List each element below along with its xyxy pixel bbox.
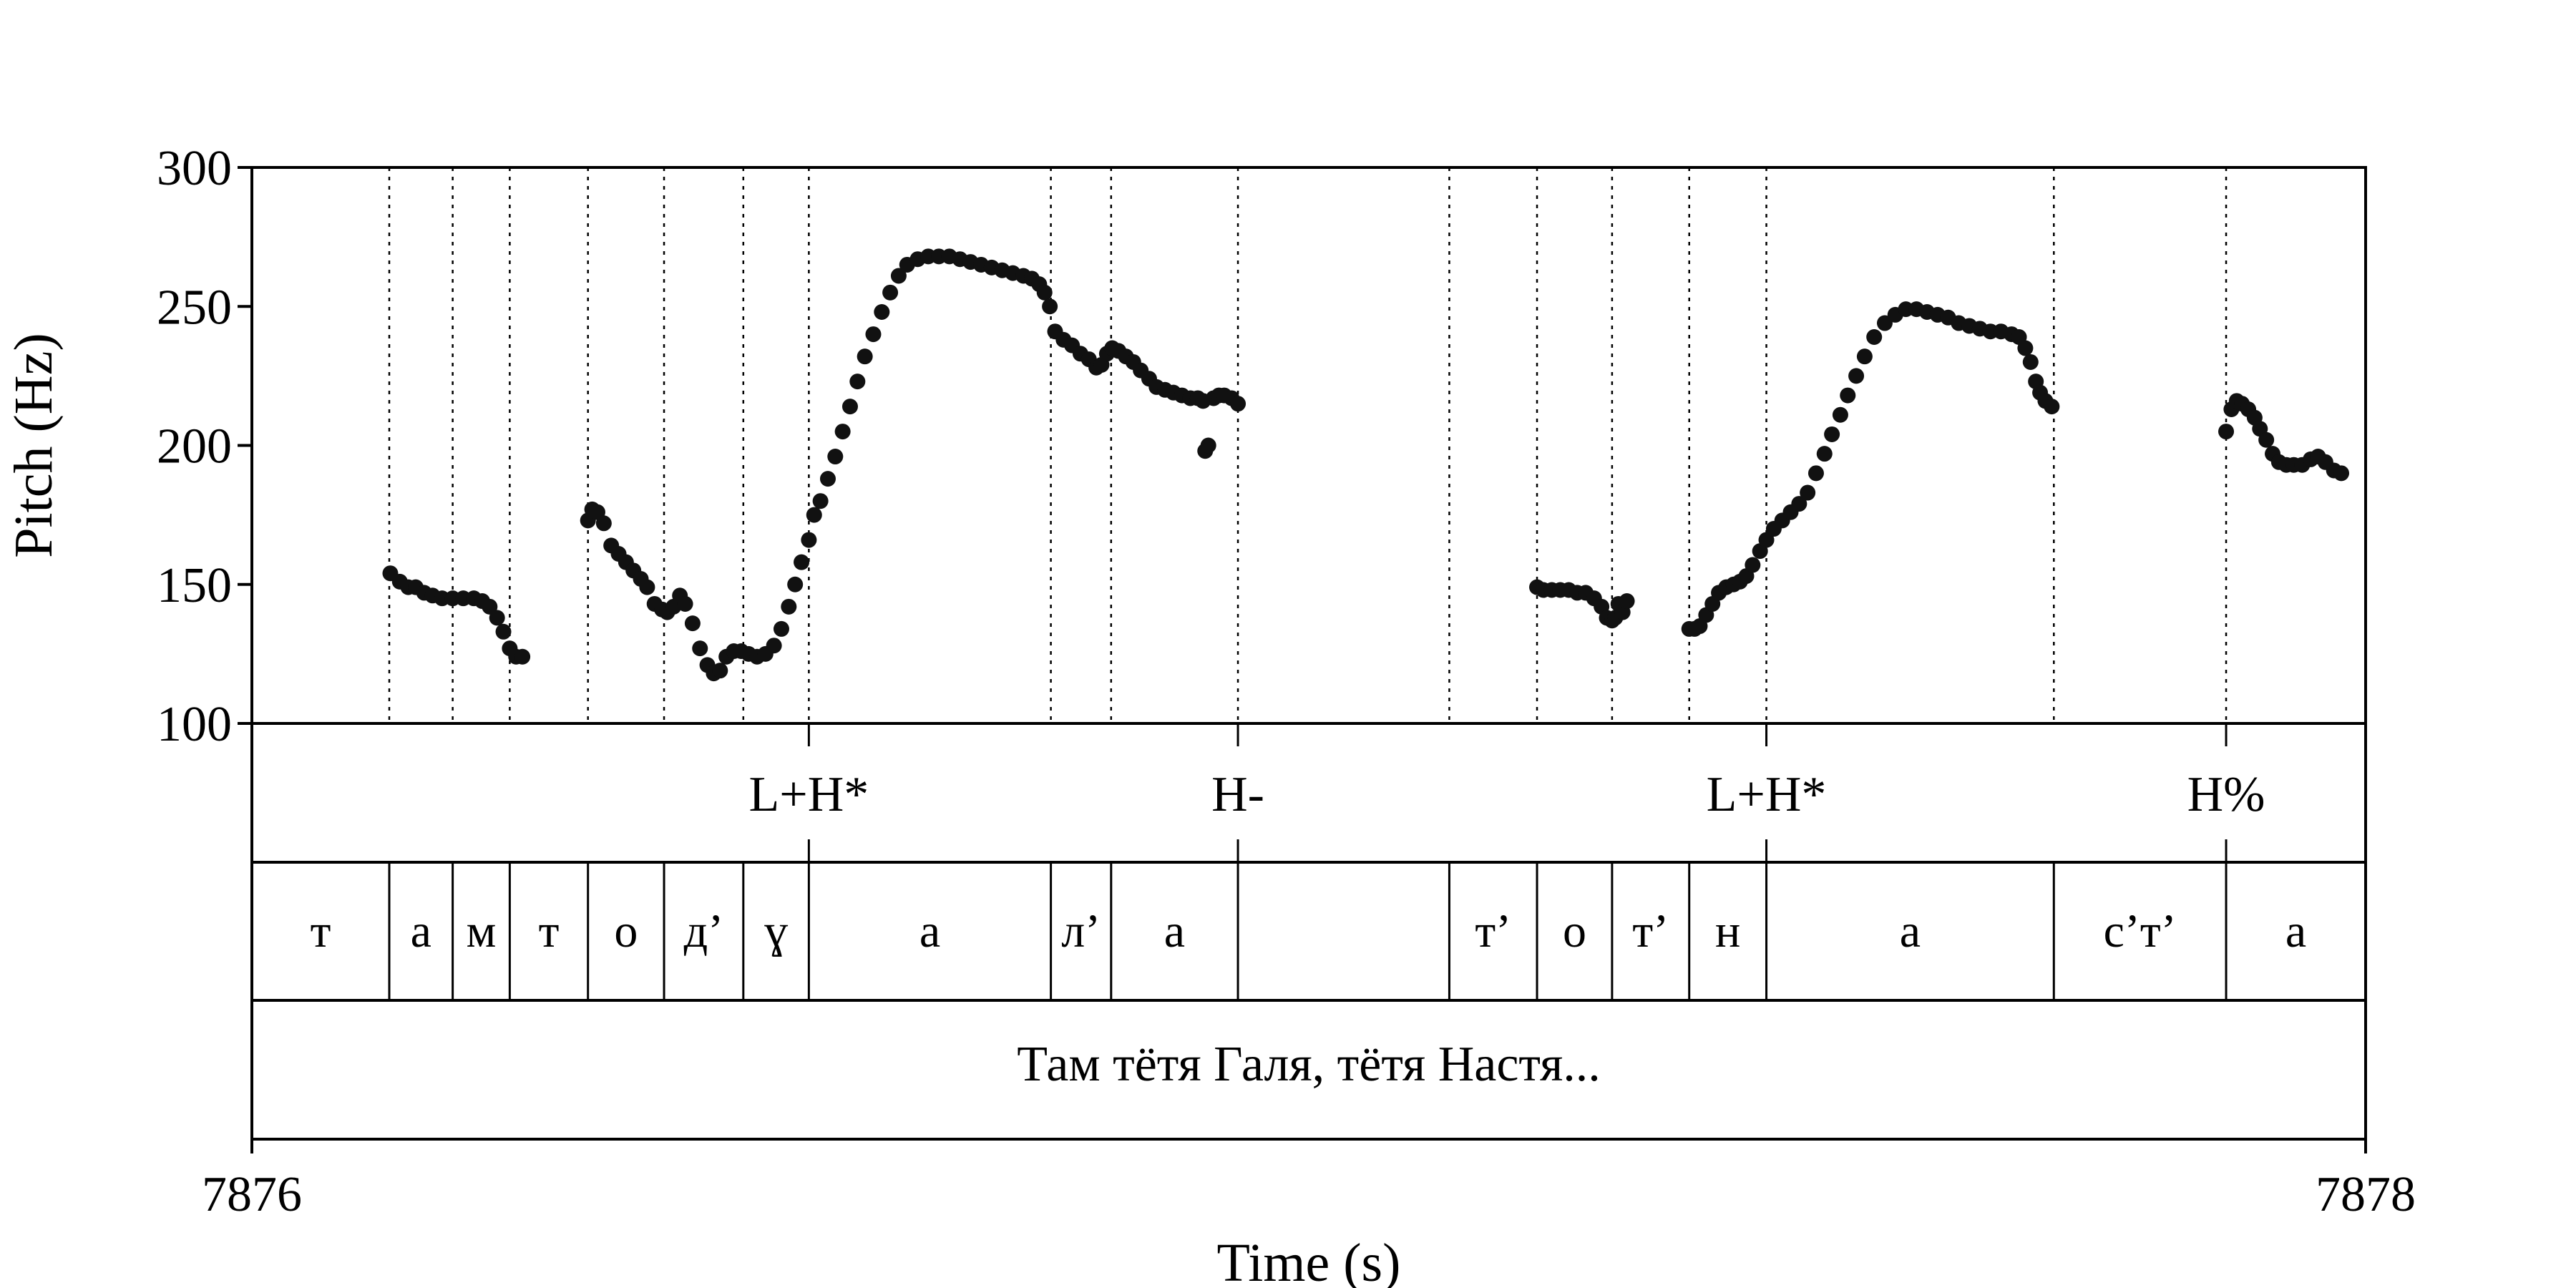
pitch-point — [2258, 431, 2275, 448]
pitch-point — [684, 615, 701, 632]
pitch-point — [1832, 406, 1848, 423]
pitch-point — [882, 284, 899, 301]
tone-label: H- — [1211, 767, 1264, 822]
pitch-point — [1876, 315, 1893, 331]
pitch-point — [1856, 348, 1873, 365]
pitch-point — [1840, 387, 1856, 404]
segment-label: т — [539, 905, 560, 957]
pitch-point — [794, 554, 810, 570]
segment-label: а — [411, 905, 431, 957]
sentence-label: Там тётя Галя, тётя Настя... — [1017, 1037, 1601, 1092]
pitch-point — [489, 610, 505, 626]
pitch-point — [890, 268, 907, 284]
pitch-point — [766, 638, 782, 654]
pitch-point — [677, 595, 693, 612]
pitch-point — [1619, 593, 1635, 610]
pitch-point — [827, 449, 844, 465]
pitch-point — [712, 663, 728, 679]
pitch-point — [514, 648, 531, 665]
pitch-point — [1042, 298, 1058, 315]
tone-tier: L+H* H- L+H* H% — [748, 723, 2265, 862]
pitch-point — [865, 326, 882, 343]
pitch-point — [1866, 328, 1883, 345]
pitch-point — [1745, 557, 1761, 573]
pitch-point — [482, 598, 498, 615]
pitch-point — [819, 471, 836, 487]
pitch-point — [787, 576, 804, 592]
tone-label: L+H* — [748, 767, 869, 822]
pitch-point — [1824, 426, 1840, 442]
pitch-point — [1230, 396, 1246, 412]
pitch-point — [1758, 532, 1775, 548]
segment-label: а — [1900, 905, 1921, 957]
segment-label: а — [919, 905, 940, 957]
pitch-point — [812, 493, 829, 509]
x-axis-title: Time (s) — [1217, 1233, 1401, 1288]
pitch-point — [1036, 284, 1053, 301]
segment-label: ɣ — [764, 905, 788, 957]
pitch-point — [806, 507, 822, 523]
y-axis-title: Pitch (Hz) — [4, 333, 64, 557]
segment-tier: т а м т о д’ ɣ а л’ а т’ о т’ н а с’т’ а — [311, 862, 2306, 1000]
segment-label: о — [1563, 905, 1586, 957]
pitch-point — [495, 623, 512, 640]
pitch-point — [1200, 437, 1216, 454]
pitch-point — [773, 620, 789, 637]
segment-label: о — [614, 905, 638, 957]
y-axis: 100 150 200 250 300 — [157, 141, 252, 752]
tone-label: H% — [2187, 767, 2265, 822]
pitch-point — [692, 640, 708, 657]
pitch-point — [874, 304, 890, 321]
pitch-point — [2017, 340, 2034, 356]
y-tick-label: 200 — [157, 419, 232, 474]
y-tick-label: 100 — [157, 697, 232, 752]
pitch-points — [382, 248, 2350, 682]
y-tick-label: 300 — [157, 141, 232, 196]
pitch-point — [781, 598, 797, 615]
pitch-point — [2218, 424, 2235, 440]
pitch-point — [834, 424, 851, 440]
pitch-point — [1791, 496, 1807, 512]
y-tick-label: 150 — [157, 558, 232, 613]
y-tick-label: 250 — [157, 280, 232, 335]
pitch-point — [595, 515, 612, 532]
segment-label: л’ — [1061, 905, 1101, 957]
segment-label: д’ — [684, 905, 724, 957]
pitch-point — [857, 348, 873, 365]
tone-label: L+H* — [1707, 767, 1827, 822]
segment-label: а — [1164, 905, 1185, 957]
pitch-point — [1848, 368, 1865, 384]
segment-label: т — [311, 905, 331, 957]
segment-label: а — [2285, 905, 2306, 957]
pitch-point — [841, 399, 858, 415]
pitch-point — [639, 579, 655, 595]
segment-label: т’ — [1632, 905, 1669, 957]
x-tick-label: 7878 — [2316, 1167, 2416, 1222]
pitch-point — [2333, 465, 2350, 482]
pitch-point — [1800, 484, 1816, 501]
pitch-point — [1816, 446, 1833, 462]
x-tick-label: 7876 — [202, 1167, 302, 1222]
x-axis: 7876 7878 — [202, 1139, 2416, 1222]
segment-label: н — [1715, 905, 1740, 957]
pitch-point — [2044, 399, 2060, 415]
pitch-point — [2022, 353, 2039, 370]
pitch-point — [801, 532, 817, 548]
pitch-point — [1807, 465, 1824, 482]
segment-label: с’т’ — [2104, 905, 2177, 957]
pitch-point — [849, 374, 866, 390]
orthographic-tier-frame — [250, 999, 2367, 1141]
segment-label: т’ — [1475, 905, 1511, 957]
segment-label: м — [467, 905, 497, 957]
